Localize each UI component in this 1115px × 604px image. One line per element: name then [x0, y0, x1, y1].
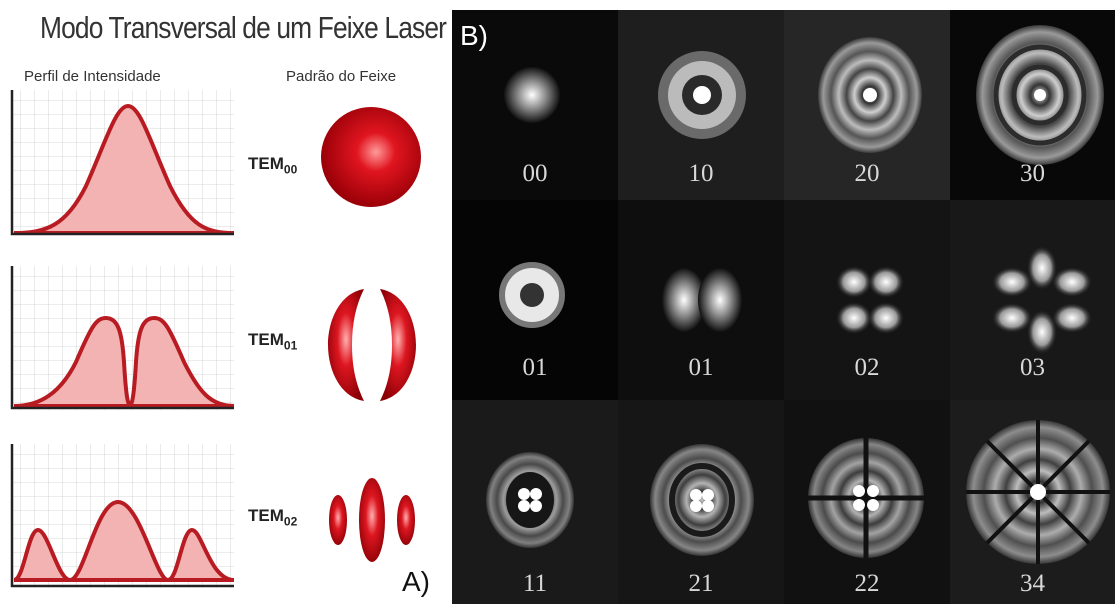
mode-label: 03	[1020, 354, 1045, 381]
mode-label: 22	[854, 570, 880, 597]
mode-label: 21	[688, 570, 714, 597]
beam-pattern-heading: Padrão do Feixe	[286, 68, 397, 85]
mode-label: 20	[854, 160, 880, 187]
mode-label: 01	[688, 354, 714, 381]
mode-image-00	[504, 67, 560, 123]
mode-image-20	[818, 37, 922, 153]
mode-image-22	[808, 438, 924, 558]
mode-label: 10	[688, 160, 714, 187]
intensity-profile-tem02	[10, 444, 235, 588]
intensity-profile-tem00	[10, 90, 235, 236]
intensity-profile-tem01	[10, 266, 235, 410]
mode-image-01-split	[662, 268, 742, 332]
mode-label: 02	[854, 354, 880, 381]
figure-title: Modo Transversal de um Feixe Laser	[40, 10, 447, 45]
mode-label-tem01: TEM01	[248, 330, 298, 353]
panel-b-mode-grid: 00 10 20 30 01 01 02 03 11 21 22 34	[452, 10, 1115, 604]
mode-label: 01	[522, 354, 548, 381]
mode-label: 30	[1020, 160, 1045, 187]
panel-a: Modo Transversal de um Feixe Laser Perfi…	[0, 0, 448, 604]
mode-label: 34	[1020, 570, 1045, 597]
mode-label-tem00: TEM00	[248, 154, 298, 177]
panel-b-label: B)	[460, 20, 488, 51]
mode-label: 00	[522, 160, 548, 187]
mode-image-11	[486, 452, 574, 548]
intensity-profile-heading: Perfil de Intensidade	[24, 68, 161, 85]
mode-label: 11	[522, 570, 548, 597]
beam-pattern-tem02	[329, 478, 415, 562]
mode-image-30	[976, 25, 1104, 165]
panel-a-label: A)	[402, 566, 430, 597]
mode-image-01-donut	[499, 262, 565, 328]
mode-image-10	[658, 51, 746, 139]
beam-pattern-tem00	[321, 107, 421, 207]
mode-image-34	[966, 420, 1110, 564]
mode-image-21	[650, 444, 754, 556]
mode-label-tem02: TEM02	[248, 506, 298, 529]
mode-image-02	[836, 266, 904, 334]
beam-pattern-tem01	[328, 289, 416, 401]
mode-image-03	[992, 246, 1092, 354]
